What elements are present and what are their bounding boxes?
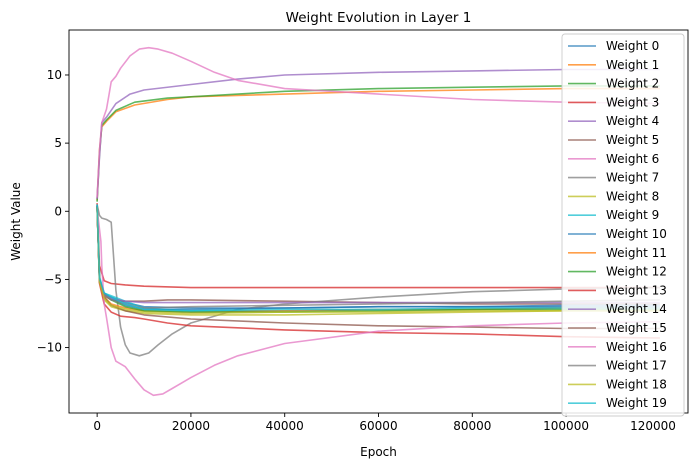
legend-label-weight-12: Weight 12 [606, 265, 667, 279]
legend-label-weight-14: Weight 14 [606, 302, 667, 316]
x-axis-label: Epoch [360, 445, 397, 459]
legend-label-weight-16: Weight 16 [606, 340, 667, 354]
series-line-weight-7 [96, 204, 660, 357]
legend-label-weight-4: Weight 4 [606, 114, 659, 128]
legend-label-weight-11: Weight 11 [606, 246, 667, 260]
legend-label-weight-3: Weight 3 [606, 95, 659, 109]
legend-label-weight-2: Weight 2 [606, 77, 659, 91]
legend-box [561, 33, 685, 417]
x-tick-label: 80000 [453, 419, 491, 433]
legend-label-weight-9: Weight 9 [606, 208, 659, 222]
chart-title: Weight Evolution in Layer 1 [286, 10, 472, 26]
series-line-weight-6 [96, 46, 660, 198]
y-tick-label: −5 [44, 272, 62, 286]
x-tick-label-offscreen: 120000 [630, 419, 676, 433]
legend-label-weight-1: Weight 1 [606, 58, 659, 72]
legend-label-weight-6: Weight 6 [606, 152, 659, 166]
legend-label-weight-19: Weight 19 [606, 396, 667, 410]
plot-area [96, 46, 660, 397]
x-axis: 0 20000 40000 60000 80000 100000 [93, 413, 589, 433]
y-tick-label: 10 [47, 68, 62, 82]
y-tick-label: −10 [37, 341, 62, 355]
x-tick-label: 0 [93, 419, 101, 433]
series-line-weight-18 [96, 207, 660, 315]
x-tick-label: 40000 [266, 419, 304, 433]
legend-label-weight-15: Weight 15 [606, 321, 667, 335]
legend-label-weight-17: Weight 17 [606, 359, 667, 373]
legend-label-weight-18: Weight 18 [606, 377, 667, 391]
legend-label-weight-7: Weight 7 [606, 171, 659, 185]
y-axis: −10 −5 0 5 10 [37, 68, 69, 355]
legend-label-weight-10: Weight 10 [606, 227, 667, 241]
legend-label-weight-0: Weight 0 [606, 39, 659, 53]
x-tick-label: 100000 [543, 419, 589, 433]
series-line-weight-19 [96, 204, 660, 312]
legend-label-weight-13: Weight 13 [606, 283, 667, 297]
y-tick-label: 5 [54, 136, 62, 150]
y-tick-label: 0 [54, 204, 62, 218]
x-tick-label: 60000 [359, 419, 397, 433]
legend-label-weight-8: Weight 8 [606, 189, 659, 203]
y-axis-label: Weight Value [9, 182, 23, 261]
legend: Weight 0 Weight 1 Weight 2 Weight 3 Weight 4… [561, 33, 685, 417]
series-line-weight-13 [96, 207, 660, 339]
x-tick-label: 20000 [172, 419, 210, 433]
series-line-weight-16 [96, 208, 660, 397]
legend-label-weight-5: Weight 5 [606, 133, 659, 147]
series-line-weight-3 [96, 203, 660, 289]
